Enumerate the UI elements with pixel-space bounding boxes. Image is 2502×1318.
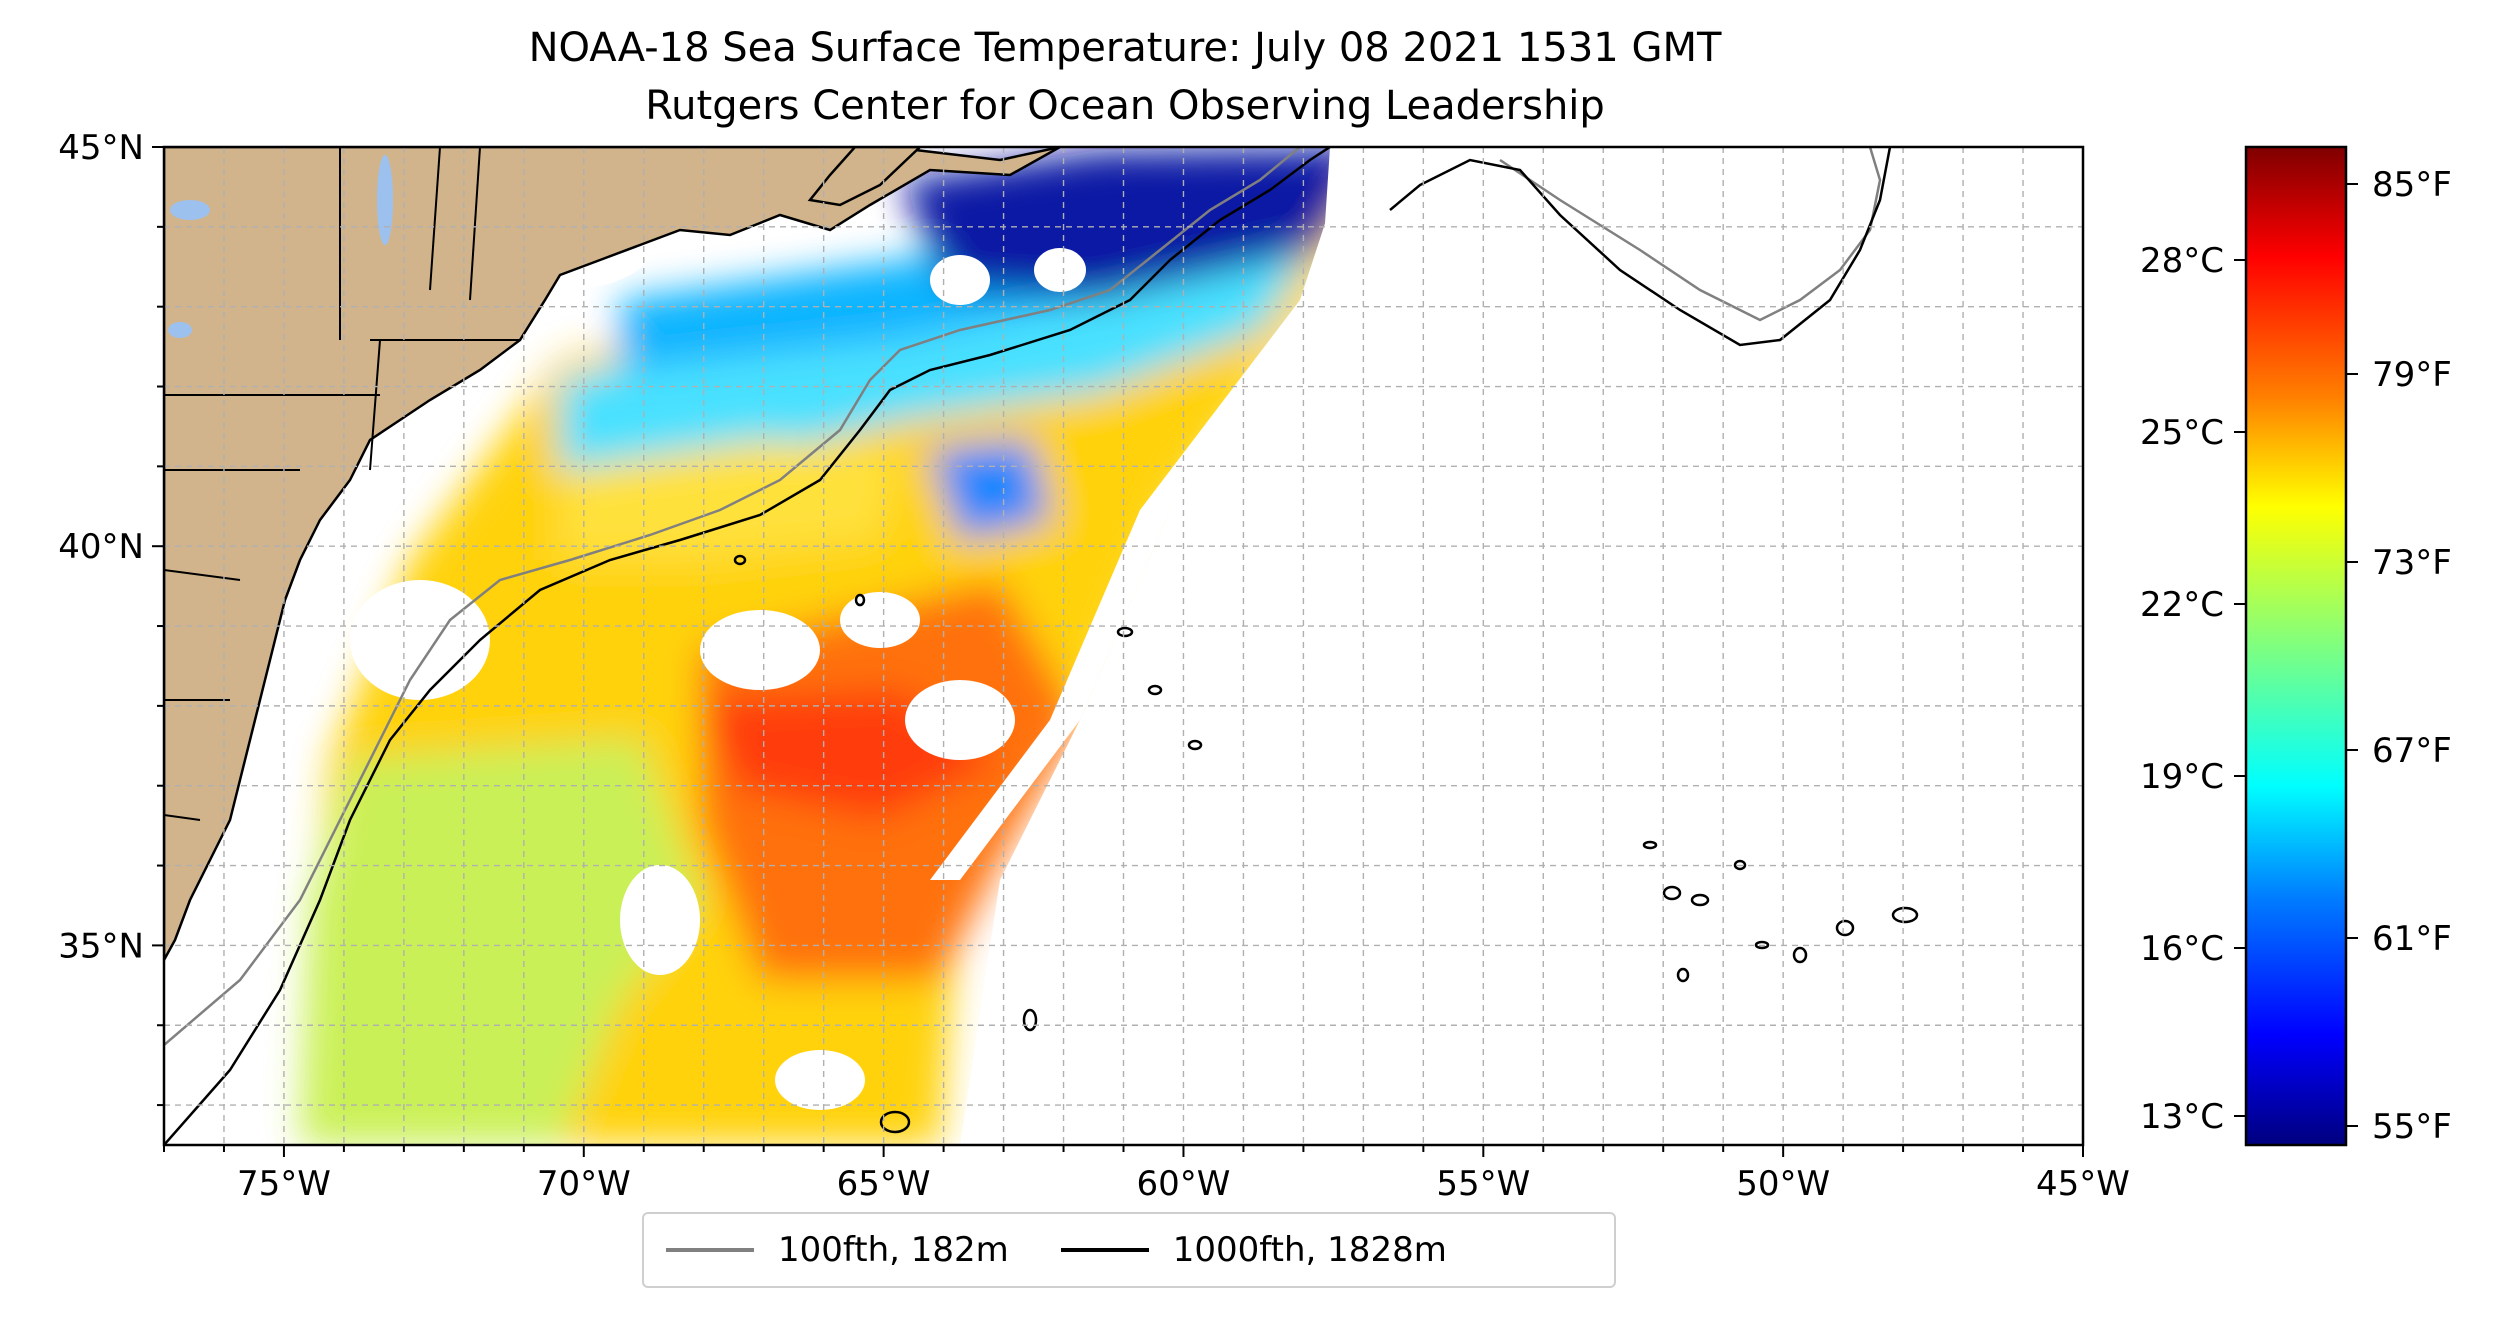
celsius-tick-label: 22°C xyxy=(2140,585,2224,625)
fahrenheit-tick-label: 79°F xyxy=(2372,355,2452,395)
axis-ticks: 75°W 70°W 65°W 60°W 55°W 50°W 45°W 45°N 40°N 35°N xyxy=(58,128,2130,1204)
legend-line-black xyxy=(1060,1248,1149,1252)
contour-1000fth-ns xyxy=(1389,147,1892,347)
land xyxy=(164,147,1061,961)
map-legend: 100fth, 182m 1000fth, 1828m xyxy=(642,1212,1616,1288)
lon-tick-label: 45°W xyxy=(2036,1164,2130,1204)
lat-tick-label: 40°N xyxy=(58,527,144,567)
gridlines xyxy=(163,146,2084,1145)
celsius-tick-label: 16°C xyxy=(2140,929,2224,969)
fahrenheit-tick-label: 85°F xyxy=(2372,165,2452,205)
lat-tick-label: 45°N xyxy=(58,128,144,168)
colorbar-gradient xyxy=(2244,145,2348,1147)
map-title: NOAA-18 Sea Surface Temperature: July 08… xyxy=(528,25,1722,71)
lon-tick-label: 65°W xyxy=(837,1164,931,1204)
legend-line-gray xyxy=(666,1248,754,1252)
sst-swath xyxy=(300,147,2083,1145)
celsius-tick-label: 19°C xyxy=(2140,757,2224,797)
lon-tick-label: 55°W xyxy=(1436,1164,1530,1204)
legend-label: 1000fth, 1828m xyxy=(1172,1230,1447,1270)
seamounts xyxy=(733,554,1919,1134)
fahrenheit-tick-label: 67°F xyxy=(2372,731,2452,771)
lon-tick-label: 50°W xyxy=(1736,1164,1830,1204)
colorbar: 28°C 25°C 22°C 19°C 16°C 13°C 85°F 79°F 73°F 67°F… xyxy=(2140,145,2452,1147)
fahrenheit-tick-label: 55°F xyxy=(2372,1107,2452,1147)
map-subtitle: Rutgers Center for Ocean Observing Leade… xyxy=(645,83,1605,129)
fahrenheit-tick-label: 73°F xyxy=(2372,543,2452,583)
legend-item-100fth: 100fth, 182m xyxy=(666,1230,1009,1270)
legend-label: 100fth, 182m xyxy=(778,1230,1009,1270)
celsius-tick-label: 13°C xyxy=(2140,1097,2224,1137)
lon-tick-label: 75°W xyxy=(237,1164,331,1204)
celsius-tick-label: 28°C xyxy=(2140,241,2224,281)
lon-tick-label: 60°W xyxy=(1137,1164,1231,1204)
contour-1000fth xyxy=(164,147,1331,1145)
legend-item-1000fth: 1000fth, 1828m xyxy=(1060,1230,1447,1270)
contour-100fth xyxy=(164,147,1301,1046)
celsius-tick-label: 25°C xyxy=(2140,413,2224,453)
lat-tick-label: 35°N xyxy=(58,926,144,966)
contour-100fth-ns xyxy=(1499,147,1882,322)
lakes xyxy=(168,155,393,338)
fahrenheit-tick-label: 61°F xyxy=(2372,919,2452,959)
lon-tick-label: 70°W xyxy=(537,1164,631,1204)
